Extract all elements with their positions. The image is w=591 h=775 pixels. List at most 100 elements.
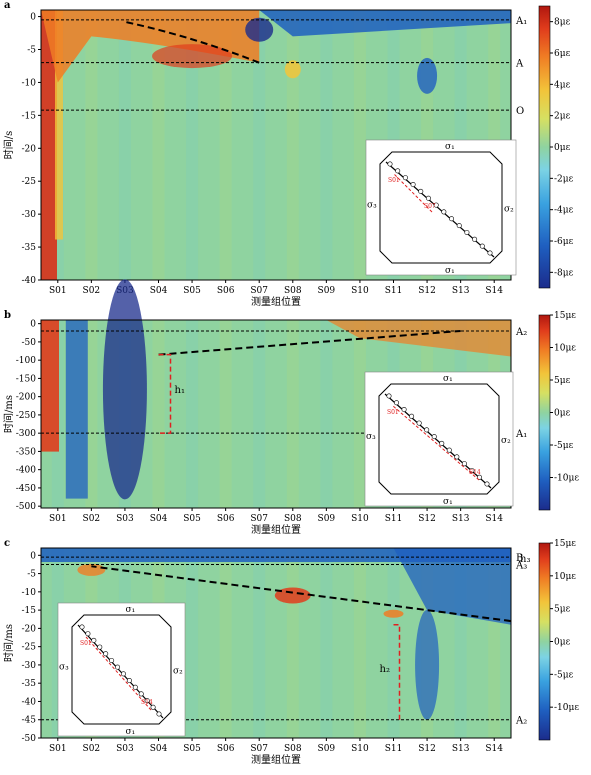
gauge-marker (472, 236, 478, 242)
y-tick-label: -500 (16, 502, 36, 512)
specimen-outline (378, 383, 500, 495)
y-tick-label: -20 (22, 624, 37, 634)
stress-label: σ₁ (445, 266, 455, 276)
height-marker (393, 623, 401, 720)
colorbar-tick-label: -5με (554, 441, 574, 451)
reference-label: A₁ (515, 429, 527, 440)
hot-spot (152, 44, 233, 69)
colorbar (538, 5, 551, 289)
x-tick-label: S04 (150, 514, 168, 524)
y-tick-label: -25 (22, 643, 37, 653)
specimen-inset: S01 S07 σ₁ σ₁ σ₃ σ₂ (365, 139, 517, 276)
reference-label: A₁ (515, 16, 527, 27)
y-tick-label: -30 (22, 210, 37, 220)
inset-end-label: S07 (424, 203, 436, 210)
gauge-marker (454, 454, 460, 460)
panel-b: A₂ A₁ h₁ 0 -50 -100 -150 -200 -250 -300 -350 -400 -4… (2, 279, 579, 536)
colorbar-tick-label: 5με (554, 605, 571, 615)
y-tick-label: -40 (22, 276, 37, 286)
x-tick-label: S02 (83, 744, 101, 754)
y-axis-label: 时间/ms (2, 395, 15, 433)
y-tick-label: -5 (27, 46, 36, 56)
gauge-marker (150, 704, 156, 710)
colorbar-tick-label: -4με (554, 206, 574, 216)
stress-label: σ₃ (366, 432, 376, 442)
x-tick-label: S13 (452, 286, 470, 296)
gauge-marker (446, 447, 452, 453)
gauge-marker (132, 684, 138, 690)
warm-spot (284, 60, 301, 79)
inset-start-label: S01 (80, 640, 92, 647)
inset-start-label: S01 (387, 409, 399, 416)
stress-label: σ₂ (173, 667, 183, 677)
colorbar-tick-label: 2με (554, 112, 571, 122)
x-tick-label: S04 (150, 744, 168, 754)
x-tick-label: S03 (116, 744, 134, 754)
x-tick-label: S05 (183, 514, 201, 524)
colorbar-tick-label: 4με (554, 80, 571, 90)
x-tick-label: S11 (385, 286, 403, 296)
heatmap-column (85, 10, 98, 280)
reference-label: A₂ (515, 327, 527, 338)
y-axis-label: 时间/s (2, 131, 15, 160)
y-tick-label: -45 (22, 716, 37, 726)
stress-label: σ₁ (443, 497, 453, 507)
colorbar-tick-label: 15με (554, 539, 576, 549)
x-tick-label: S07 (250, 286, 268, 296)
colorbar-tick-label: -5με (554, 670, 574, 680)
gauge-marker (156, 711, 162, 717)
y-tick-label: -15 (22, 606, 37, 616)
y-tick-label: -15 (22, 111, 37, 121)
specimen-outline (379, 151, 503, 264)
colorbar-tick-label: 5με (554, 376, 571, 386)
height-label: h₃ (520, 554, 530, 565)
stress-label: σ₁ (126, 727, 136, 737)
x-tick-label: S02 (83, 286, 101, 296)
y-tick-label: -35 (22, 243, 37, 253)
gauge-marker (138, 691, 144, 697)
x-axis-label: 测量组位置 (251, 295, 301, 308)
heatmap-column (353, 10, 366, 280)
y-tick-label: -450 (16, 484, 36, 494)
x-tick-label: S09 (318, 744, 336, 754)
heatmap-column (186, 320, 199, 508)
x-tick-label: S01 (49, 514, 67, 524)
y-tick-label: -350 (16, 447, 36, 457)
x-tick-label: S03 (116, 514, 134, 524)
gauge-marker (394, 400, 400, 406)
heatmap-column (152, 320, 165, 508)
gauge-marker (144, 698, 150, 704)
reference-label: A₂ (515, 716, 527, 727)
inset-end-label: S14 (469, 469, 481, 476)
y-tick-label: -10 (22, 78, 37, 88)
heatmap-column (118, 10, 131, 280)
colorbar-tick-label: -6με (554, 237, 574, 247)
gauge-marker (433, 202, 439, 208)
gauge-marker (484, 481, 490, 487)
gauge-marker (456, 223, 462, 229)
reference-label: O (516, 106, 524, 117)
trend-arrow (91, 565, 512, 623)
colorbar-tick-label: -10με (554, 703, 579, 713)
specimen-inset: S01 S14 σ₁ σ₁ σ₃ σ₂ (364, 371, 514, 507)
hot-spot (274, 587, 311, 604)
panel-a: A₁AO0-5-10-15-20-25-30-35-40S01S02S03S04… (2, 0, 574, 308)
colorbar-tick-label: 0με (554, 638, 571, 648)
cold-spot (245, 17, 274, 42)
gauge-marker (126, 678, 132, 684)
heatmap-column (253, 548, 266, 738)
trend-arrow (158, 329, 461, 356)
height-marker (158, 353, 172, 434)
y-tick-label: -400 (16, 466, 36, 476)
colorbar-tick-label: 8με (554, 18, 571, 28)
heatmap-column (186, 10, 199, 280)
y-tick-label: -30 (22, 661, 37, 671)
heatmap-column (219, 548, 232, 738)
x-tick-label: S08 (284, 514, 302, 524)
stress-label: σ₃ (367, 201, 377, 211)
propagation-arrow (393, 173, 433, 213)
x-tick-label: S14 (485, 744, 503, 754)
colorbar (538, 314, 551, 511)
x-tick-label: S11 (385, 514, 403, 524)
